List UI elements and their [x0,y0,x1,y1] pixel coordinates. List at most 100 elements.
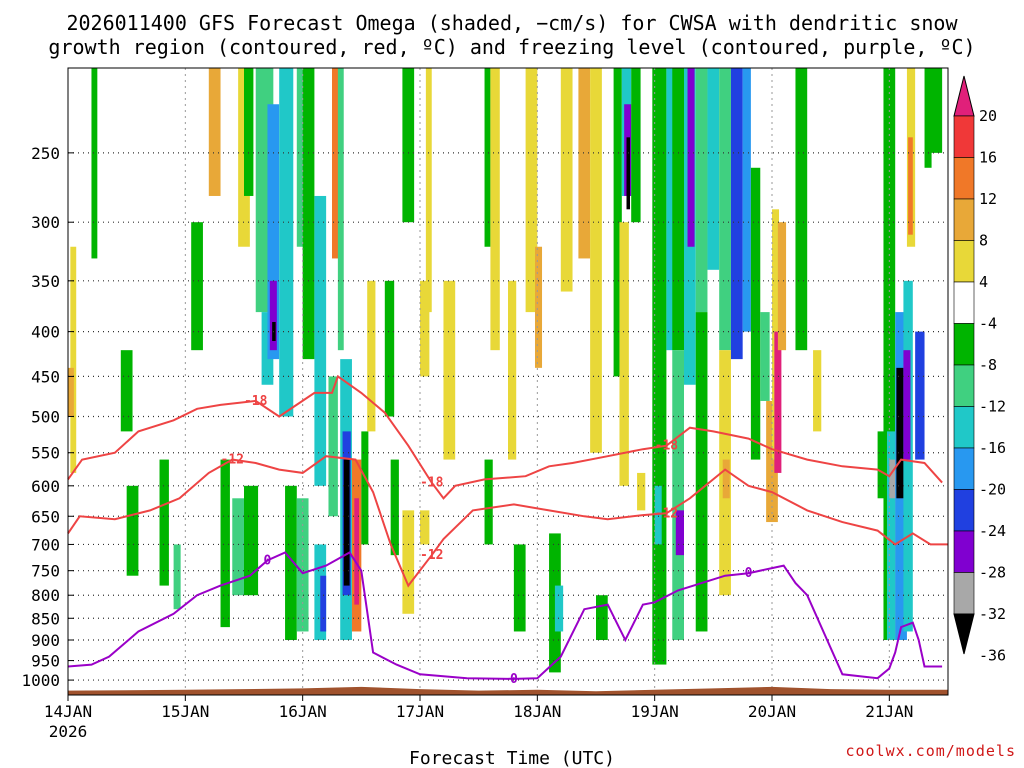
colorbar-label: -4 [979,315,997,333]
y-tick-label: 400 [31,323,60,342]
omega-shade-cell [578,68,591,259]
x-tick-label: 20JAN [748,702,796,721]
omega-shade-cell [332,68,341,259]
x-tick-label: 21JAN [865,702,913,721]
colorbar-swatch [953,198,975,241]
omega-shade-cell [337,68,344,351]
omega-shade-cell [930,68,943,153]
omega-shade-cell [513,544,526,632]
freezing-level-contour-label: 0 [745,566,753,581]
colorbar-swatch [953,240,975,283]
omega-shading [68,68,943,673]
omega-shade-cell [883,68,896,641]
omega-shade-cell [722,459,730,499]
omega-shade-cell [354,498,359,605]
colorbar: 20 16 12 8 4 -4 -8 -12 -16 -20 -24 -28 -32 -36 [953,75,1006,665]
omega-shade-cell [675,510,684,556]
omega-shade-cell [590,68,602,453]
omega-shade-cell [889,459,897,499]
terrain-fill [68,686,948,695]
freezing-level-contour-label: 0 [510,672,518,687]
omega-shade-cell [173,544,181,610]
x-tick-label: 19JAN [631,702,679,721]
omega-shade-cell [68,367,74,417]
omega-shade-cell [384,280,395,417]
colorbar-swatch [953,572,975,615]
omega-shade-cell [619,222,629,486]
omega-shade-cell [390,459,399,556]
colorbar-swatch [953,281,975,324]
x-tick-label: 14JAN [44,702,92,721]
omega-shade-cell [750,167,761,460]
omega-shade-cell [903,350,911,460]
colorbar-swatch [953,489,975,532]
omega-shade-cell [91,68,98,259]
omega-shade-cell [484,68,491,247]
omega-shade-cell [707,68,720,270]
omega-shade-cell [302,68,315,360]
omega-shade-cell [420,280,430,377]
omega-shade-cell [730,68,743,360]
y-axis-labels: 250 300 350 400 450 500 550 600 650 700 750 800 850 9… [21,144,74,690]
omega-shade-cell [328,376,338,517]
colorbar-label: -24 [979,522,1006,540]
x-axis-title: Forecast Time (UTC) [409,748,615,768]
omega-shade-cell [220,459,230,628]
omega-shade-cell [70,246,77,473]
contour-neg18-label: -18 [420,476,444,491]
omega-shade-cell [596,595,608,641]
omega-shade-cell [896,367,904,499]
y-tick-label: 850 [31,609,60,628]
colorbar-bottom-arrow [953,613,975,655]
omega-shade-cell [159,459,169,586]
colorbar-label: 16 [979,149,997,167]
colorbar-swatch [953,115,975,158]
omega-shade-cell [484,459,493,545]
omega-shade-cell [672,68,684,351]
colorbar-label: -28 [979,564,1006,582]
omega-shade-cell [908,137,913,235]
colorbar-swatch [953,447,975,490]
x-tick-label: 16JAN [279,702,327,721]
x-tick-label: 15JAN [161,702,209,721]
colorbar-swatch [953,364,975,407]
omega-shade-cell [915,331,925,460]
contour-neg18 [67,374,943,500]
credit-link[interactable]: coolwx.com/models [845,742,1016,760]
terrain-surface [68,686,948,695]
omega-shade-cell [402,510,415,614]
colorbar-top-arrow [953,75,975,117]
colorbar-swatch [953,323,975,366]
omega-shade-cell [637,472,646,511]
y-tick-label: 900 [31,631,60,650]
omega-shade-cell [766,400,778,523]
omega-shade-cell [613,68,622,377]
omega-shade-cell [560,68,573,292]
y-tick-label: 700 [31,535,60,554]
omega-shade-cell [126,485,139,576]
omega-shade-cell [742,68,751,332]
y-tick-label: 450 [31,367,60,386]
omega-shade-cell [367,280,376,432]
contour-neg18-label: -18 [655,439,679,454]
y-tick-label: 550 [31,444,60,463]
omega-shade-cell [886,431,896,641]
omega-shade-cell [666,68,676,351]
chart-title-line-1: 2026011400 GFS Forecast Omega (shaded, −… [66,11,958,35]
omega-shade-cell [425,68,432,313]
omega-shade-cell [120,350,133,432]
omega-shade-cell [402,68,415,223]
omega-shade-cell [760,312,770,401]
omega-shade-cell [626,137,631,210]
omega-shade-cell [719,68,731,351]
omega-shade-cell [208,68,221,196]
y-tick-label: 350 [31,272,60,291]
omega-shade-cell [269,280,277,351]
plot-grid [68,68,948,695]
omega-shade-cell [343,459,350,586]
colorbar-label: -32 [979,605,1006,623]
freezing-level-contour-label: 0 [264,553,272,568]
y-tick-label: 750 [31,562,60,581]
colorbar-swatch [953,157,975,200]
